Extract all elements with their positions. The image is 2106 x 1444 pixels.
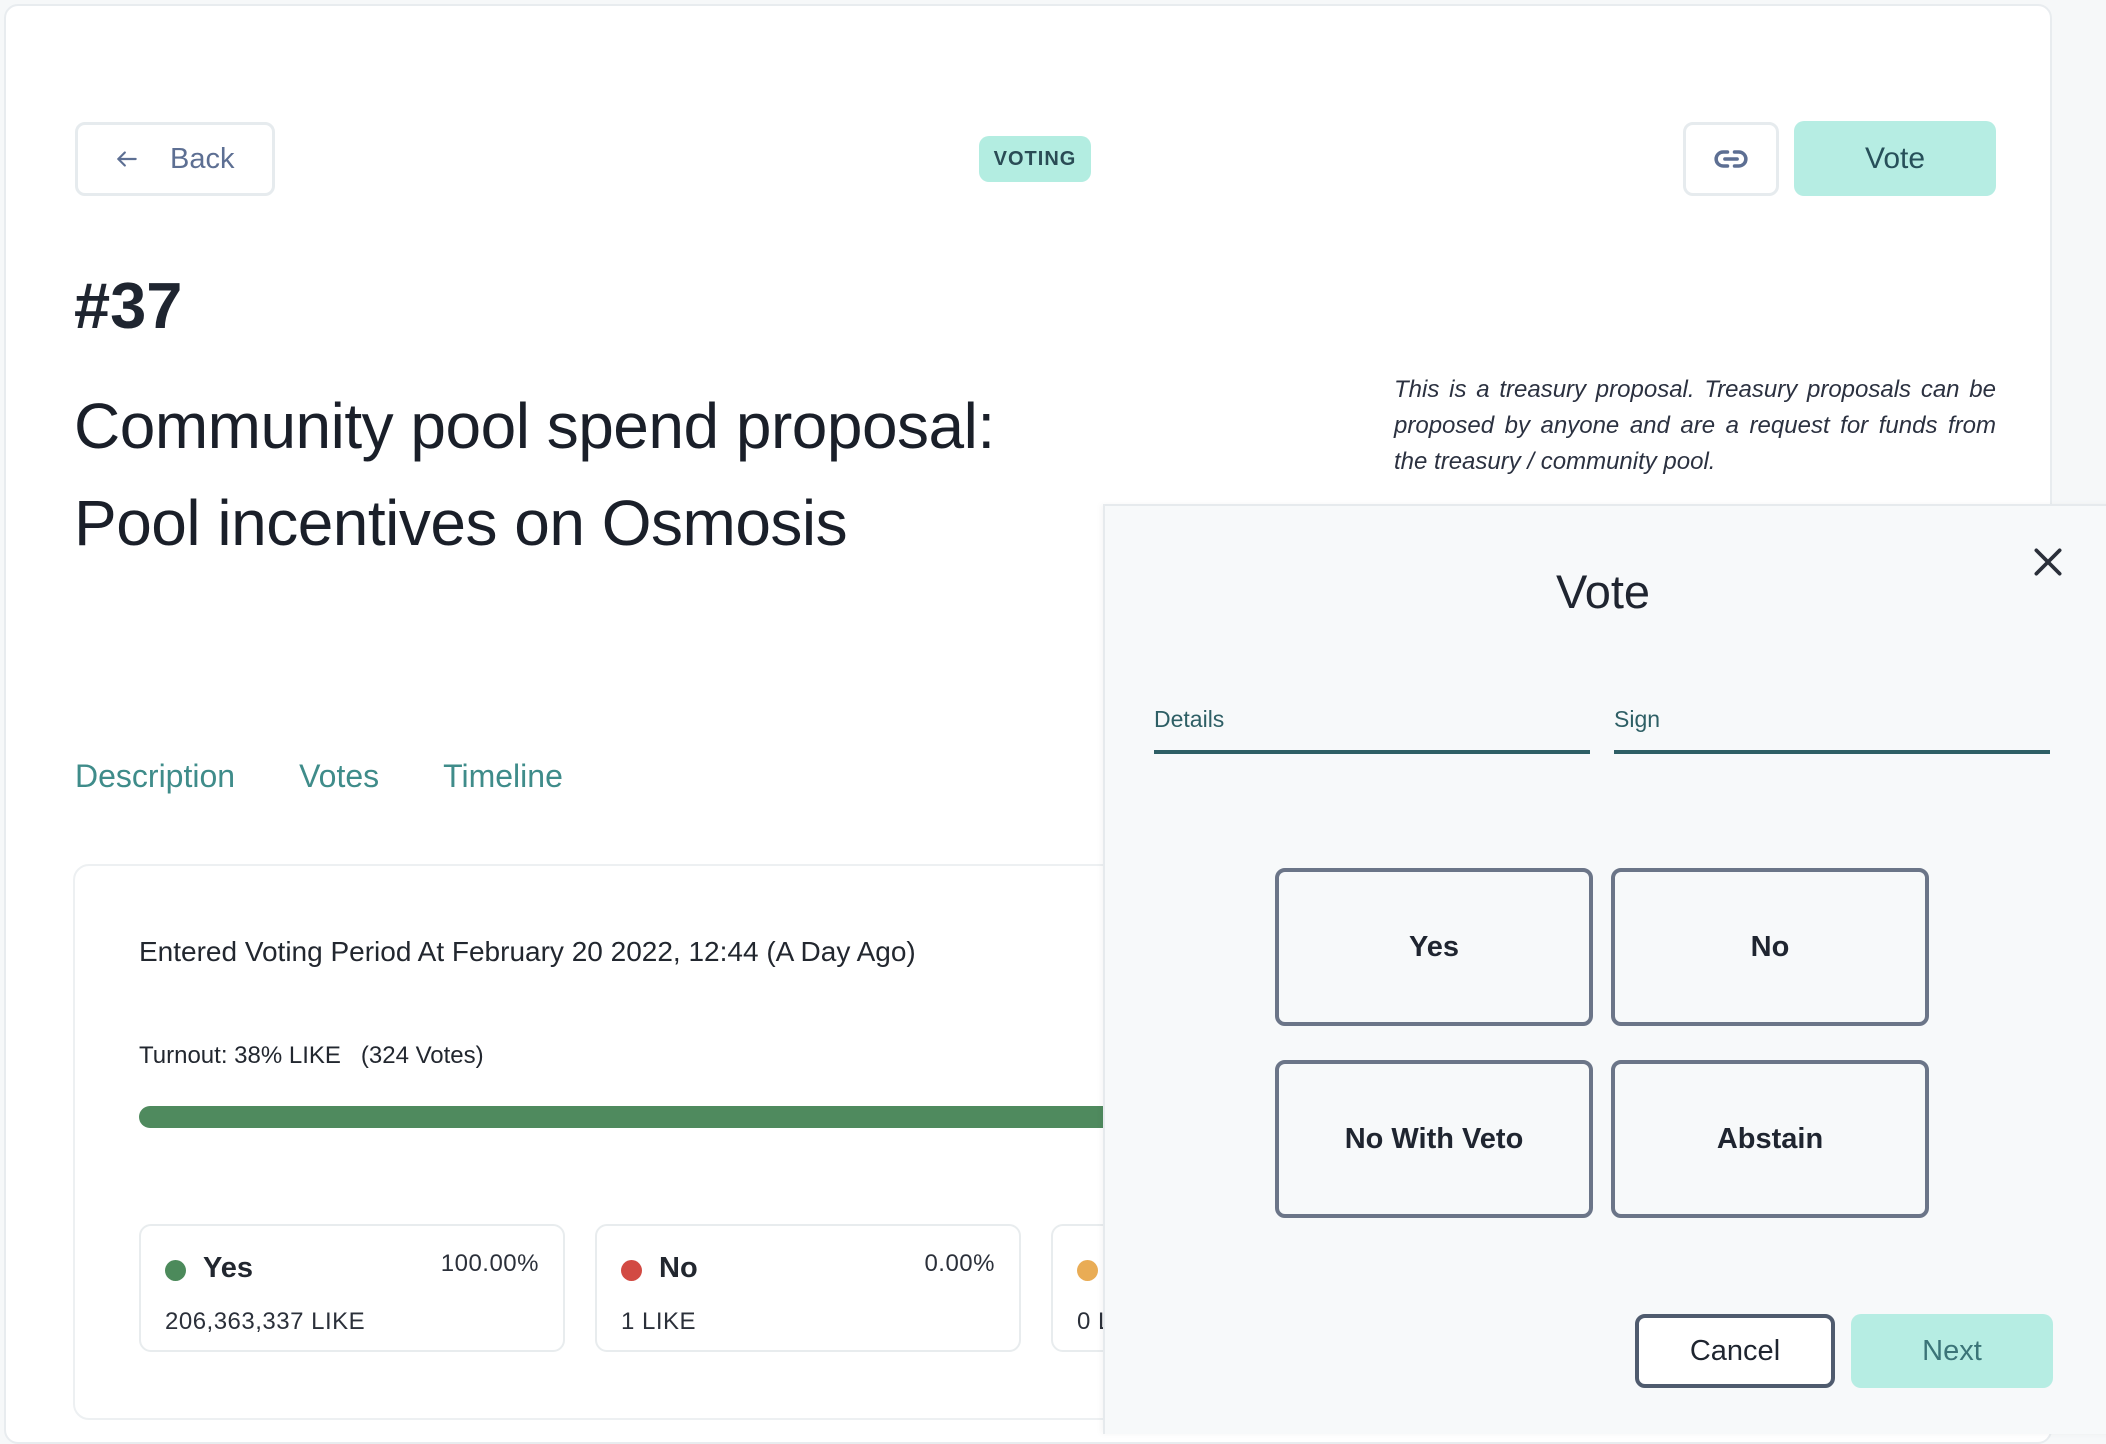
choice-yes-button[interactable]: Yes bbox=[1275, 868, 1593, 1026]
yes-dot-icon bbox=[165, 1260, 186, 1281]
no-dot-icon bbox=[621, 1260, 642, 1281]
votes-summary-card: Entered Voting Period At February 20 202… bbox=[73, 864, 1477, 1420]
vote-option-amount: 206,363,337 LIKE bbox=[165, 1308, 366, 1335]
step-label: Sign bbox=[1614, 706, 1661, 732]
turnout-text: Turnout: 38% LIKE (324 Votes) bbox=[139, 1042, 484, 1069]
back-button[interactable]: Back bbox=[75, 122, 275, 196]
status-badge: VOTING bbox=[979, 136, 1091, 182]
vote-option-percent: 100.00% bbox=[440, 1250, 539, 1277]
tab-votes[interactable]: Votes bbox=[299, 758, 380, 794]
choice-abstain-button[interactable]: Abstain bbox=[1611, 1060, 1929, 1218]
close-icon[interactable] bbox=[2028, 542, 2068, 582]
vote-option-percent: 0.00% bbox=[924, 1250, 995, 1277]
cancel-button[interactable]: Cancel bbox=[1635, 1314, 1835, 1388]
vote-option-yes: Yes 100.00% 206,363,337 LIKE bbox=[139, 1224, 565, 1352]
step-details: Details bbox=[1154, 706, 1590, 754]
arrow-left-icon bbox=[117, 151, 137, 167]
modal-title: Vote bbox=[1555, 565, 1651, 618]
step-sign: Sign bbox=[1614, 706, 2050, 754]
vote-option-name: Yes bbox=[203, 1252, 253, 1284]
turnout-bar bbox=[139, 1106, 1239, 1128]
choice-no-button[interactable]: No bbox=[1611, 868, 1929, 1026]
tab-timeline[interactable]: Timeline bbox=[443, 758, 563, 794]
vote-modal: Vote Details Sign Yes No No With Veto Ab… bbox=[1103, 504, 2106, 1434]
voting-period-entered: Entered Voting Period At February 20 202… bbox=[139, 936, 916, 967]
abstain-dot-icon bbox=[1077, 1260, 1098, 1281]
proposal-tabs: Description Votes Timeline bbox=[75, 758, 563, 795]
step-label: Details bbox=[1154, 706, 1225, 732]
copy-link-button[interactable] bbox=[1683, 122, 1779, 196]
vote-button[interactable]: Vote bbox=[1794, 121, 1996, 196]
treasury-note: This is a treasury proposal. Treasury pr… bbox=[1394, 376, 1996, 475]
next-button[interactable]: Next bbox=[1851, 1314, 2053, 1388]
tab-description[interactable]: Description bbox=[75, 758, 236, 794]
vote-option-amount: 1 LIKE bbox=[621, 1308, 697, 1335]
back-button-label: Back bbox=[170, 142, 235, 175]
choice-no-with-veto-button[interactable]: No With Veto bbox=[1275, 1060, 1593, 1218]
vote-option-no: No 0.00% 1 LIKE bbox=[595, 1224, 1021, 1352]
link-icon bbox=[1714, 150, 1748, 168]
proposal-title: Community pool spend proposal: Pool ince… bbox=[74, 390, 995, 559]
vote-option-name: No bbox=[659, 1252, 698, 1284]
proposal-id: #37 bbox=[74, 269, 183, 342]
